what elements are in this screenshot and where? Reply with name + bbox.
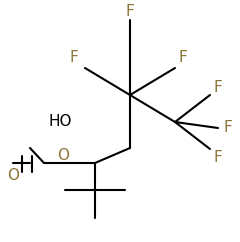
Text: F: F bbox=[70, 51, 78, 66]
Text: HO: HO bbox=[48, 114, 72, 129]
Text: F: F bbox=[126, 5, 134, 20]
Text: F: F bbox=[224, 121, 232, 136]
Text: O: O bbox=[7, 167, 19, 182]
Text: O: O bbox=[57, 148, 69, 162]
Text: F: F bbox=[214, 150, 222, 165]
Text: F: F bbox=[214, 80, 222, 94]
Text: F: F bbox=[179, 51, 187, 66]
